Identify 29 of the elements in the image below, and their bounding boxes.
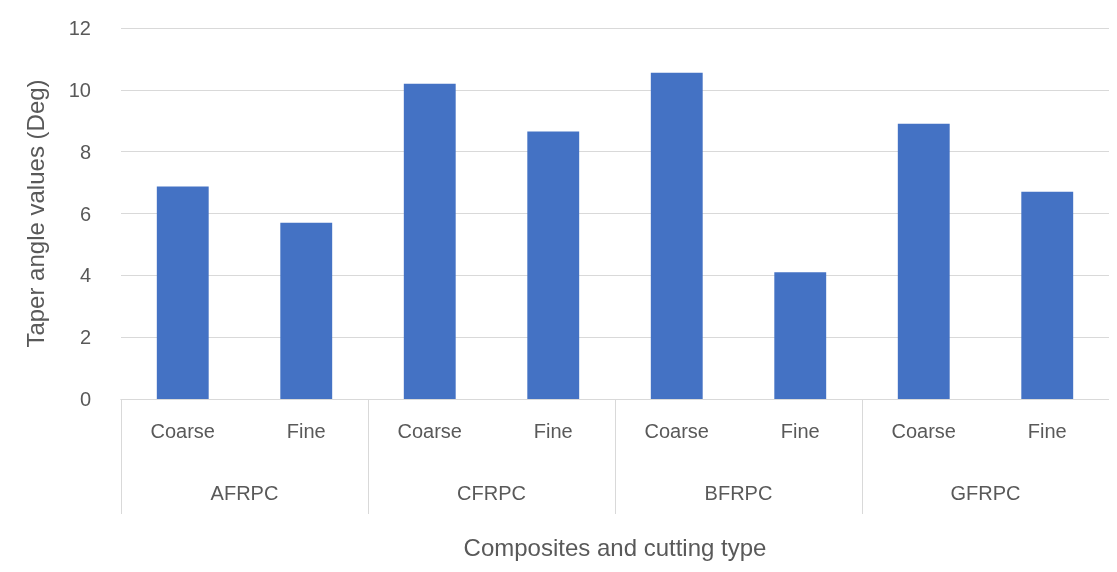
y-tick-label: 4 <box>79 264 91 287</box>
bar <box>1021 191 1074 399</box>
y-tick-label: 10 <box>68 78 91 101</box>
bar <box>650 72 703 399</box>
y-tick-label: 12 <box>68 17 91 39</box>
bar <box>403 83 456 399</box>
y-tick-label: 8 <box>79 140 91 163</box>
bar <box>527 131 580 399</box>
x-tick-label: Fine <box>1027 420 1067 442</box>
y-tick-label: 2 <box>79 326 91 349</box>
y-tick-label: 0 <box>79 388 91 410</box>
x-axis-title: Composites and cutting type <box>463 533 767 561</box>
text: GFRPC <box>950 482 1021 504</box>
y-axis-title: Taper angle values (Deg) <box>21 79 49 348</box>
text: BFRPC <box>704 482 773 504</box>
bar <box>774 272 827 399</box>
x-tick-label: Coarse <box>891 420 956 442</box>
x-tick-label: Coarse <box>397 420 462 442</box>
text: AFRPC <box>210 482 279 504</box>
bar <box>156 186 209 399</box>
bar <box>280 222 333 399</box>
y-tick-label: 6 <box>79 202 91 225</box>
x-tick-label: Coarse <box>150 420 215 442</box>
x-tick-label: Coarse <box>644 420 709 442</box>
text: CFRPC <box>457 482 526 504</box>
x-tick-label: Fine <box>780 420 820 442</box>
bar <box>897 123 950 399</box>
x-tick-label: Fine <box>533 420 573 442</box>
x-tick-label: Fine <box>286 420 326 442</box>
